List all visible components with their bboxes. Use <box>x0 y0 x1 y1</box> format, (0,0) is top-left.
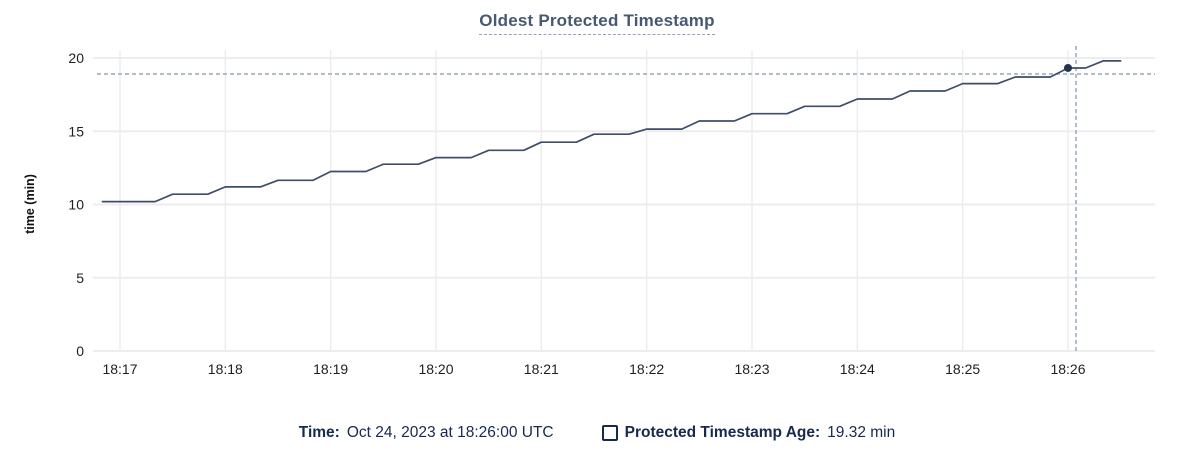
x-tick-label: 18:25 <box>945 361 980 377</box>
y-tick-label: 10 <box>68 197 84 213</box>
x-tick-label: 18:23 <box>734 361 769 377</box>
y-axis-label: time (min) <box>23 174 37 234</box>
x-tick-label: 18:21 <box>524 361 559 377</box>
x-tick-label: 18:19 <box>313 361 348 377</box>
series-line <box>101 60 1122 203</box>
chart-header: Oldest Protected Timestamp <box>0 11 1194 35</box>
legend-time-group: Time: Oct 24, 2023 at 18:26:00 UTC <box>299 424 554 442</box>
x-tick-label: 18:26 <box>1050 361 1085 377</box>
legend-time-value: Oct 24, 2023 at 18:26:00 UTC <box>346 424 554 441</box>
chart-title[interactable]: Oldest Protected Timestamp <box>479 11 715 35</box>
legend-time-label: Time: <box>298 424 340 441</box>
x-tick-label: 18:17 <box>102 361 137 377</box>
hover-point-dot <box>1063 63 1072 72</box>
y-tick-label: 5 <box>76 270 84 286</box>
legend-series-value: 19.32 min <box>827 424 896 441</box>
legend-checkbox-icon[interactable] <box>601 425 618 441</box>
chart-plot[interactable]: 0 5 10 15 20 18:17 18:18 18:19 18:20 18:21 18:22 18… <box>0 0 1194 400</box>
y-tick-label: 20 <box>68 50 84 66</box>
x-tick-label: 18:20 <box>418 361 453 377</box>
legend-series-group[interactable]: Protected Timestamp Age: 19.32 min <box>601 424 896 442</box>
y-tick-label: 0 <box>76 343 84 359</box>
legend-series-label: Protected Timestamp Age: <box>624 424 821 441</box>
x-tick-label: 18:24 <box>840 361 875 377</box>
chart-legend: Time: Oct 24, 2023 at 18:26:00 UTC Prote… <box>0 424 1194 442</box>
x-tick-label: 18:18 <box>208 361 243 377</box>
x-tick-label: 18:22 <box>629 361 664 377</box>
y-tick-label: 15 <box>68 123 84 139</box>
